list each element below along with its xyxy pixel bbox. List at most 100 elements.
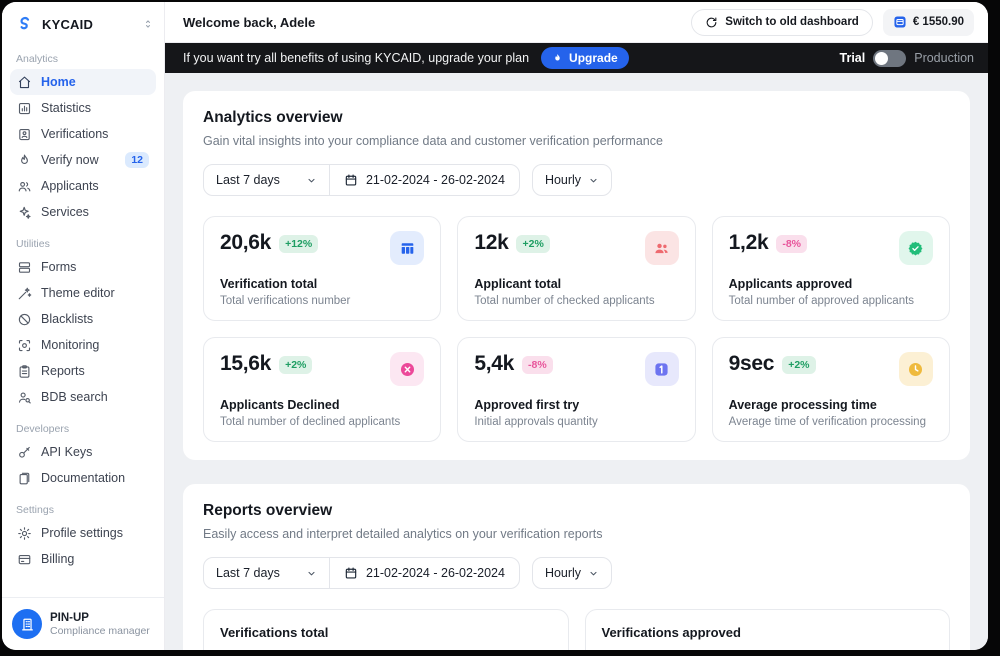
sidebar-item-label: BDB search (41, 390, 108, 404)
granularity-select[interactable]: Hourly (531, 164, 613, 196)
sidebar-item-label: Home (41, 75, 76, 89)
sidebar-item-billing[interactable]: Billing (10, 546, 156, 572)
stat-card: 20,6k +12% Verification total Total veri… (203, 216, 442, 321)
content-scroll-area[interactable]: Analytics overview Gain vital insights i… (165, 73, 988, 650)
chevron-down-icon (306, 175, 317, 186)
stat-value: 15,6k (220, 352, 272, 375)
sidebar-section-label: Developers (16, 423, 70, 435)
app-window: KYCAID Analytics Home Statistics Verificati… (2, 2, 988, 650)
panel-subtitle: Easily access and interpret detailed ana… (203, 527, 603, 541)
delta-badge: -8% (776, 235, 808, 253)
stat-title: Approved first try (474, 398, 580, 412)
stat-card: 1,2k -8% Applicants approved Total numbe… (711, 216, 950, 321)
panel-title: Analytics overview (203, 109, 343, 126)
balance-amount: € 1550.90 (912, 16, 964, 28)
stats-grid: 20,6k +12% Verification total Total veri… (203, 216, 950, 442)
api-keys-icon (17, 445, 32, 460)
range-select[interactable]: Last 7 days (204, 165, 330, 195)
check-badge-icon (898, 231, 933, 265)
blacklists-icon (17, 312, 32, 327)
flame-icon (552, 53, 563, 64)
sidebar-item-label: Reports (41, 364, 85, 378)
stat-card: 5,4k -8% Approved first try Initial appr… (457, 337, 696, 442)
balance-chip[interactable]: € 1550.90 (882, 8, 974, 36)
statistics-icon (17, 101, 32, 116)
reports-overview-panel: Reports overview Easily access and inter… (183, 484, 970, 650)
sidebar-item-monitoring[interactable]: Monitoring (10, 332, 156, 358)
chevron-down-icon (306, 568, 317, 579)
sidebar-item-theme-editor[interactable]: Theme editor (10, 280, 156, 306)
company-name: PIN-UP (50, 611, 89, 624)
refresh-icon (705, 16, 718, 29)
sidebar: KYCAID Analytics Home Statistics Verificati… (2, 2, 165, 650)
profile-settings-icon (17, 526, 32, 541)
bdb-search-icon (17, 390, 32, 405)
documentation-icon (17, 471, 32, 486)
analytics-overview-panel: Analytics overview Gain vital insights i… (183, 91, 970, 460)
welcome-message: Welcome back, Adele (183, 14, 316, 30)
stat-value: 20,6k (220, 231, 272, 254)
stat-title: Applicants approved (728, 277, 853, 291)
sidebar-item-verify-now[interactable]: Verify now 12 (10, 147, 156, 173)
verifications-icon (17, 127, 32, 142)
toggle-knob (875, 51, 889, 65)
stat-subtitle: Total number of checked applicants (474, 295, 655, 307)
sidebar-item-label: Applicants (41, 179, 99, 193)
chevron-updown-icon[interactable] (142, 17, 154, 31)
sidebar-item-home[interactable]: Home (10, 69, 156, 95)
range-select[interactable]: Last 7 days (204, 558, 330, 588)
wallet-card-icon (893, 15, 907, 29)
sidebar-item-documentation[interactable]: Documentation (10, 465, 156, 491)
monitoring-icon (17, 338, 32, 353)
date-range-picker[interactable]: 21-02-2024 - 26-02-2024 (330, 558, 519, 588)
environment-toggle[interactable] (873, 49, 907, 67)
sidebar-item-blacklists[interactable]: Blacklists (10, 306, 156, 332)
verify-now-icon (17, 153, 32, 168)
workspace-switcher[interactable]: KYCAID (2, 2, 164, 40)
sidebar-item-label: Services (41, 205, 89, 219)
sidebar-item-statistics[interactable]: Statistics (10, 95, 156, 121)
reports-icon (17, 364, 32, 379)
date-range-picker[interactable]: 21-02-2024 - 26-02-2024 (330, 165, 519, 195)
billing-icon (17, 552, 32, 567)
theme-editor-icon (17, 286, 32, 301)
sidebar-item-label: Monitoring (41, 338, 100, 352)
sidebar-item-api-keys[interactable]: API Keys (10, 439, 156, 465)
sidebar-section-label: Settings (16, 504, 54, 516)
sidebar-item-forms[interactable]: Forms (10, 254, 156, 280)
sidebar-item-services[interactable]: Services (10, 199, 156, 225)
charts-grid: Verifications total 4k Verifications appr… (203, 609, 950, 650)
sidebar-section-label: Utilities (16, 238, 50, 250)
count-badge: 12 (125, 152, 149, 168)
stat-value: 1,2k (728, 231, 769, 254)
switch-old-dashboard-button[interactable]: Switch to old dashboard (691, 8, 873, 36)
delta-badge: +2% (516, 235, 550, 253)
main-area: Welcome back, Adele Switch to old dashbo… (165, 2, 988, 650)
sidebar-item-verifications[interactable]: Verifications (10, 121, 156, 147)
sidebar-item-reports[interactable]: Reports (10, 358, 156, 384)
stat-subtitle: Average time of verification processing (728, 416, 926, 428)
granularity-select[interactable]: Hourly (531, 557, 613, 589)
chevron-down-icon (588, 568, 599, 579)
columns-icon (390, 231, 425, 265)
sidebar-item-bdb-search[interactable]: BDB search (10, 384, 156, 410)
sidebar-item-label: Billing (41, 552, 75, 566)
banner-text: If you want try all benefits of using KY… (183, 51, 530, 65)
forms-icon (17, 260, 32, 275)
upgrade-banner: If you want try all benefits of using KY… (165, 43, 988, 73)
chart-title: Verifications approved (601, 625, 741, 640)
one-square-icon (644, 352, 679, 386)
sidebar-item-applicants[interactable]: Applicants (10, 173, 156, 199)
stat-title: Applicant total (474, 277, 562, 291)
sidebar-nav: Analytics Home Statistics Verifications Veri… (2, 40, 164, 597)
sidebar-item-label: Verifications (41, 127, 109, 141)
chevron-down-icon (588, 175, 599, 186)
calendar-icon (344, 173, 358, 187)
chart-card: Verifications total 4k (203, 609, 569, 650)
sidebar-item-profile-settings[interactable]: Profile settings (10, 520, 156, 546)
sidebar-item-label: Profile settings (41, 526, 123, 540)
upgrade-button[interactable]: Upgrade (541, 47, 629, 69)
account-switcher[interactable]: PIN-UP Compliance manager (2, 597, 164, 650)
logo-text: KYCAID (42, 16, 94, 32)
applicants-icon (17, 179, 32, 194)
